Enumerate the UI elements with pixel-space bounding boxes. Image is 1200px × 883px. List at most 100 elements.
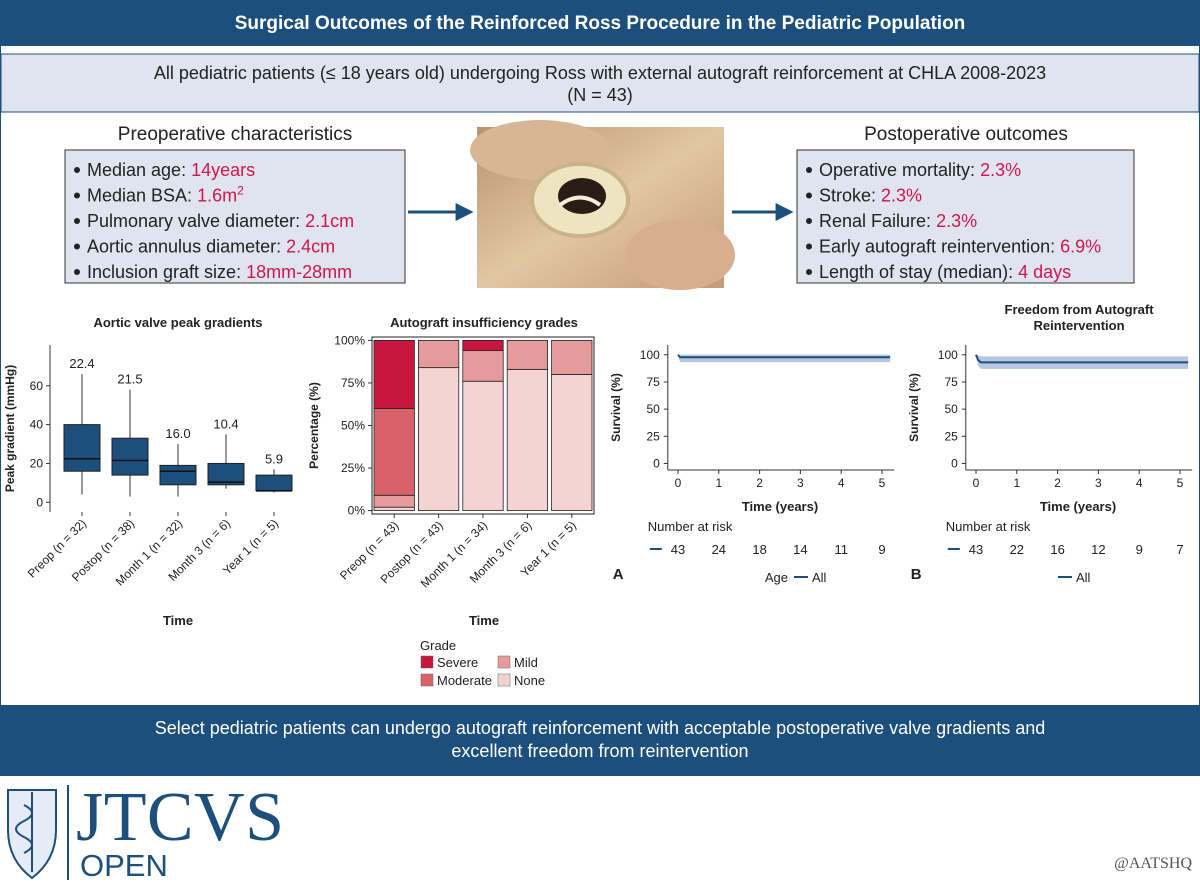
risk-count: 9 xyxy=(1136,542,1143,557)
bullet xyxy=(806,192,812,199)
chart-title: Aortic valve peak gradients xyxy=(93,315,262,330)
postop-box xyxy=(796,149,1135,284)
risk-count: 12 xyxy=(1091,542,1105,557)
item-value: 14years xyxy=(191,160,255,180)
legend-swatch xyxy=(420,655,434,669)
handle: @AATSHQ xyxy=(1114,855,1192,872)
risk-count: 14 xyxy=(793,542,807,557)
logo-emblem xyxy=(7,789,57,880)
legend-label: None xyxy=(514,673,545,688)
item-value: 2.3% xyxy=(980,160,1021,180)
y-tick-label: 50 xyxy=(646,402,660,416)
postop-title: Postoperative outcomes xyxy=(864,124,1068,145)
chart-title: Freedom from Autograft xyxy=(1005,302,1155,317)
y-tick-label: 100 xyxy=(938,348,958,362)
risk-count: 7 xyxy=(1176,542,1183,557)
legend-swatch xyxy=(497,655,511,669)
risk-count: 16 xyxy=(1050,542,1064,557)
y-tick-label: 0 xyxy=(653,456,660,470)
y-tick-label: 50 xyxy=(944,402,958,416)
item-value: 2.3% xyxy=(881,186,922,206)
bar-segment xyxy=(551,340,593,375)
item-label: Operative mortality: xyxy=(819,160,980,180)
y-tick-label: 25 xyxy=(646,429,660,443)
footer-line: Select pediatric patients can undergo au… xyxy=(155,718,1046,738)
bullet xyxy=(74,192,80,199)
median-label: 22.4 xyxy=(69,356,94,371)
surgical-photo xyxy=(470,120,735,290)
box xyxy=(207,462,245,486)
frame xyxy=(0,0,1200,776)
item-value: 6.9% xyxy=(1060,237,1101,257)
x-tick-label: 1 xyxy=(1013,476,1020,490)
bullet xyxy=(806,167,812,173)
list-item: Aortic annulus diameter: 2.4cm xyxy=(87,237,335,257)
item-label: Length of stay (median): xyxy=(819,262,1018,282)
chart-title: Reintervention xyxy=(1034,318,1125,333)
box xyxy=(63,424,101,472)
risk-title: Number at risk xyxy=(648,519,733,534)
box xyxy=(111,437,149,476)
list-item: Median age: 14years xyxy=(87,160,255,180)
x-axis-label: Time xyxy=(469,613,499,628)
bar-segment xyxy=(462,350,504,382)
logo-name: JTCVS xyxy=(76,779,284,856)
survival-line xyxy=(975,354,1189,364)
x-tick-label: 4 xyxy=(1136,476,1143,490)
x-tick-label: 2 xyxy=(756,476,763,490)
x-axis-label: Time xyxy=(163,613,193,628)
plot-frame xyxy=(371,336,595,515)
legend-label: All xyxy=(812,570,827,585)
y-tick-label: 25 xyxy=(944,429,958,443)
median-label: 10.4 xyxy=(213,416,238,431)
list-item: Median BSA: 1.6m2 xyxy=(87,184,244,206)
x-tick-label: 0 xyxy=(973,476,980,490)
bullet xyxy=(806,269,812,275)
item-value: 2.4cm xyxy=(286,237,335,257)
median-label: 16.0 xyxy=(165,426,190,441)
bar-segment xyxy=(373,340,415,409)
y-axis-label: Peak gradient (mmHg) xyxy=(3,365,17,492)
y-tick-label: 60 xyxy=(30,379,44,393)
y-axis-label: Survival (%) xyxy=(609,373,623,442)
risk-title: Number at risk xyxy=(946,519,1031,534)
risk-count: 11 xyxy=(834,542,848,557)
y-tick-label: 20 xyxy=(30,456,44,470)
item-value: 18mm-28mm xyxy=(246,262,352,282)
bar-segment xyxy=(373,506,415,511)
legend-label: Severe xyxy=(437,655,478,670)
legend-title: Grade xyxy=(420,638,456,653)
panel-label: B xyxy=(911,566,922,583)
list-item: Inclusion graft size: 18mm-28mm xyxy=(87,262,352,282)
risk-count: 9 xyxy=(878,542,885,557)
item-value: 4 days xyxy=(1018,262,1071,282)
legend-title: Age xyxy=(765,570,788,585)
header-bar xyxy=(0,0,1200,46)
list-item: Operative mortality: 2.3% xyxy=(819,160,1021,180)
y-tick-label: 75 xyxy=(646,375,660,389)
subtitle-line: All pediatric patients (≤ 18 years old) … xyxy=(154,63,1046,83)
bar-segment xyxy=(506,340,549,370)
y-tick-label: 100 xyxy=(640,348,660,362)
risk-count: 18 xyxy=(752,542,766,557)
bullet xyxy=(74,243,80,250)
item-value: 2.3% xyxy=(936,211,977,231)
x-tick-label: 0 xyxy=(675,476,682,490)
logo-sub: OPEN xyxy=(80,848,168,883)
x-tick-label: 4 xyxy=(838,476,845,490)
item-label: Median BSA: xyxy=(87,186,197,206)
preop-title: Preoperative characteristics xyxy=(118,124,352,145)
chart-title: Autograft insufficiency grades xyxy=(390,315,578,330)
x-axis-label: Time (years) xyxy=(1040,499,1116,514)
bullet xyxy=(806,243,812,250)
y-tick-label: 25% xyxy=(341,461,365,475)
median-label: 5.9 xyxy=(265,451,283,466)
confidence-band xyxy=(678,354,891,363)
bar-segment xyxy=(417,340,460,369)
risk-count: 43 xyxy=(671,542,685,557)
item-label: Inclusion graft size: xyxy=(87,262,246,282)
bullet xyxy=(74,218,80,224)
bar-segment xyxy=(462,340,504,352)
item-label: Median age: xyxy=(87,160,191,180)
